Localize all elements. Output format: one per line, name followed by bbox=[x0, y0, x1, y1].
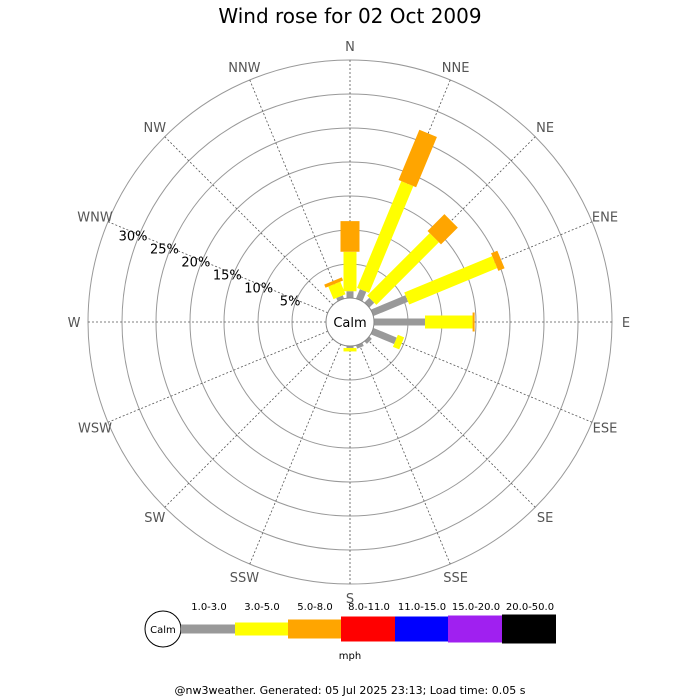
direction-label-se: SE bbox=[537, 511, 553, 526]
ring-label-25: 25% bbox=[150, 242, 179, 257]
bar-ese-1.0-3.0 bbox=[370, 327, 397, 345]
direction-label-nne: NNE bbox=[442, 61, 470, 76]
footer-text: @nw3weather. Generated: 05 Jul 2025 23:1… bbox=[174, 684, 526, 697]
chart-title: Wind rose for 02 Oct 2009 bbox=[218, 4, 482, 28]
legend-label-15.0-20.0: 15.0-20.0 bbox=[452, 602, 500, 613]
direction-label-ene: ENE bbox=[592, 210, 618, 225]
bar-ene-5.0-8.0 bbox=[491, 250, 505, 271]
legend-label-5.0-8.0: 5.0-8.0 bbox=[297, 602, 332, 613]
direction-label-ese: ESE bbox=[593, 422, 618, 437]
bar-sse-1.0-3.0 bbox=[355, 342, 364, 349]
bar-ne-5.0-8.0 bbox=[427, 214, 458, 245]
ring-labels-layer: 5% 10%15%20%25%30% bbox=[119, 229, 301, 309]
bars-layer bbox=[324, 129, 505, 352]
bar-ne-3.0-5.0 bbox=[367, 233, 439, 305]
direction-label-sse: SSE bbox=[443, 571, 468, 586]
legend: Calm 1.0-3.0 3.0-5.0 5.0-8.0 8.0-11.0 11.0-15… bbox=[144, 602, 556, 662]
calm-center: Calm bbox=[325, 297, 375, 347]
direction-label-e: E bbox=[622, 316, 630, 331]
ring-label-5: 5% bbox=[280, 294, 301, 309]
bar-ene-1.0-3.0 bbox=[370, 295, 409, 317]
legend-calm-label: Calm bbox=[150, 625, 176, 636]
bar-nnw-5.0-8.0 bbox=[324, 277, 344, 288]
legend-swatch-11.0-15.0 bbox=[395, 616, 448, 642]
legend-swatch-3.0-5.0 bbox=[235, 622, 288, 636]
direction-label-wsw: WSW bbox=[78, 422, 112, 437]
legend-label-3.0-5.0: 3.0-5.0 bbox=[244, 602, 279, 613]
bar-nne-5.0-8.0 bbox=[398, 129, 437, 188]
bar-ese-3.0-5.0 bbox=[392, 334, 405, 350]
legend-swatch-5.0-8.0 bbox=[288, 619, 341, 639]
ring-label-20: 20% bbox=[181, 255, 210, 270]
direction-label-nw: NW bbox=[144, 121, 167, 136]
bar-ne-1.0-3.0 bbox=[364, 297, 375, 308]
direction-label-w: W bbox=[68, 316, 81, 331]
ring-label-10: 10% bbox=[244, 281, 273, 296]
bar-se-1.0-3.0 bbox=[364, 336, 372, 344]
direction-labels-layer: N NNE NE ENE E ESE SE SSE S SSW SW WSW W WNW NW NNW bbox=[68, 40, 631, 607]
bar-nnw-1.0-3.0 bbox=[336, 295, 345, 302]
direction-label-n: N bbox=[345, 40, 355, 55]
ring-label-15: 15% bbox=[213, 268, 242, 283]
direction-label-sw: SW bbox=[144, 511, 165, 526]
bar-nne-3.0-5.0 bbox=[357, 181, 414, 293]
ring-label-30: 30% bbox=[119, 229, 148, 244]
direction-label-s: S bbox=[346, 592, 354, 607]
direction-label-wnw: WNW bbox=[77, 210, 113, 225]
calm-label: Calm bbox=[333, 316, 366, 331]
direction-label-ne: NE bbox=[536, 121, 554, 136]
legend-swatch-20.0-50.0 bbox=[502, 614, 556, 644]
legend-swatch-1.0-3.0 bbox=[181, 624, 235, 634]
direction-label-ssw: SSW bbox=[230, 571, 260, 586]
legend-unit: mph bbox=[339, 651, 361, 662]
legend-label-11.0-15.0: 11.0-15.0 bbox=[398, 602, 446, 613]
bar-nne-1.0-3.0 bbox=[355, 289, 367, 302]
legend-label-1.0-3.0: 1.0-3.0 bbox=[191, 602, 226, 613]
legend-swatch-8.0-11.0 bbox=[341, 616, 395, 642]
legend-label-20.0-50.0: 20.0-50.0 bbox=[506, 602, 554, 613]
legend-swatch-15.0-20.0 bbox=[448, 615, 502, 643]
bar-ene-3.0-5.0 bbox=[404, 256, 498, 305]
calm-circle bbox=[325, 297, 375, 347]
direction-label-nnw: NNW bbox=[228, 61, 260, 76]
legend-label-8.0-11.0: 8.0-11.0 bbox=[348, 602, 390, 613]
bar-nnw-3.0-5.0 bbox=[328, 281, 346, 300]
